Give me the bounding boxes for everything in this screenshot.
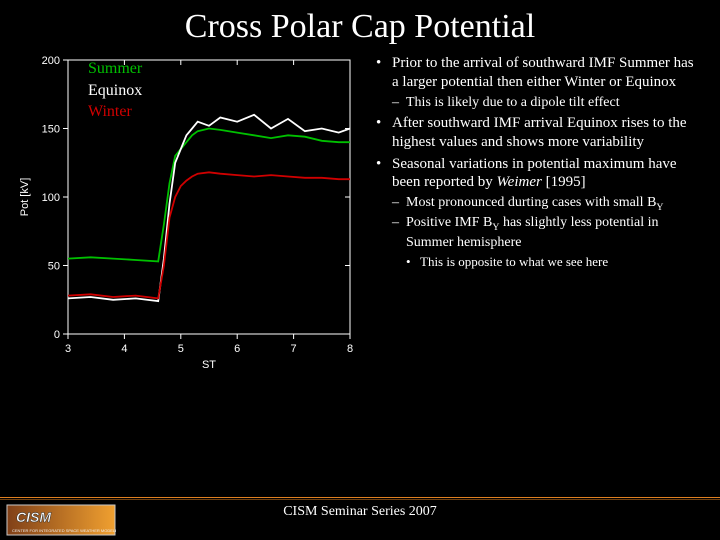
svg-text:100: 100 [42, 192, 60, 204]
bullet-1-text: Prior to the arrival of southward IMF Su… [392, 55, 694, 90]
footer-divider-2 [0, 499, 720, 500]
svg-text:5: 5 [178, 343, 184, 355]
bullet-list: Prior to the arrival of southward IMF Su… [374, 54, 700, 374]
svg-text:8: 8 [347, 343, 353, 355]
bullet-3-sub-2: Positive IMF BY has slightly less potent… [392, 214, 700, 270]
svg-text:4: 4 [121, 343, 127, 355]
bullet-3-sub-2-sub-1: This is opposite to what we see here [406, 254, 700, 270]
svg-text:50: 50 [48, 261, 60, 273]
svg-text:200: 200 [42, 55, 60, 67]
bullet-3: Seasonal variations in potential maximum… [374, 155, 700, 270]
svg-text:6: 6 [234, 343, 240, 355]
cism-logo: CISM CENTER FOR INTEGRATED SPACE WEATHER… [6, 504, 116, 536]
chart-svg: 3 4 5 6 7 8 0 50 100 150 200 ST Pot [kV] [14, 54, 360, 374]
chart-legend: SummerEquinoxWinter [88, 58, 142, 123]
svg-text:CENTER FOR INTEGRATED SPACE WE: CENTER FOR INTEGRATED SPACE WEATHER MODE… [12, 528, 116, 533]
bullet-3-year: [1995] [542, 174, 586, 190]
content-row: 3 4 5 6 7 8 0 50 100 150 200 ST Pot [kV] SummerEquin… [0, 46, 720, 374]
legend-item: Equinox [88, 80, 142, 102]
svg-text:7: 7 [291, 343, 297, 355]
bullet-2-text: After southward IMF arrival Equinox rise… [392, 115, 687, 150]
svg-text:CISM: CISM [16, 509, 51, 525]
bullet-3-sub-1: Most pronounced durting cases with small… [392, 194, 700, 214]
bullet-1-sub-1: This is likely due to a dipole tilt effe… [392, 94, 700, 112]
svg-text:Pot [kV]: Pot [kV] [19, 178, 31, 217]
chart-container: 3 4 5 6 7 8 0 50 100 150 200 ST Pot [kV] SummerEquin… [14, 54, 360, 374]
legend-item: Winter [88, 101, 142, 123]
slide: Cross Polar Cap Potential 3 4 5 6 7 8 0 50 100 15… [0, 0, 720, 540]
footer-divider [0, 497, 720, 498]
bullet-2: After southward IMF arrival Equinox rise… [374, 114, 700, 152]
bullet-1: Prior to the arrival of southward IMF Su… [374, 54, 700, 111]
svg-text:3: 3 [65, 343, 71, 355]
svg-text:ST: ST [202, 359, 216, 371]
bullet-3-author: Weimer [497, 174, 542, 190]
svg-text:0: 0 [54, 329, 60, 341]
footer: CISM Seminar Series 2007 CISM CENTER FOR… [0, 496, 720, 540]
legend-item: Summer [88, 58, 142, 80]
slide-title: Cross Polar Cap Potential [0, 0, 720, 46]
svg-text:150: 150 [42, 124, 60, 136]
